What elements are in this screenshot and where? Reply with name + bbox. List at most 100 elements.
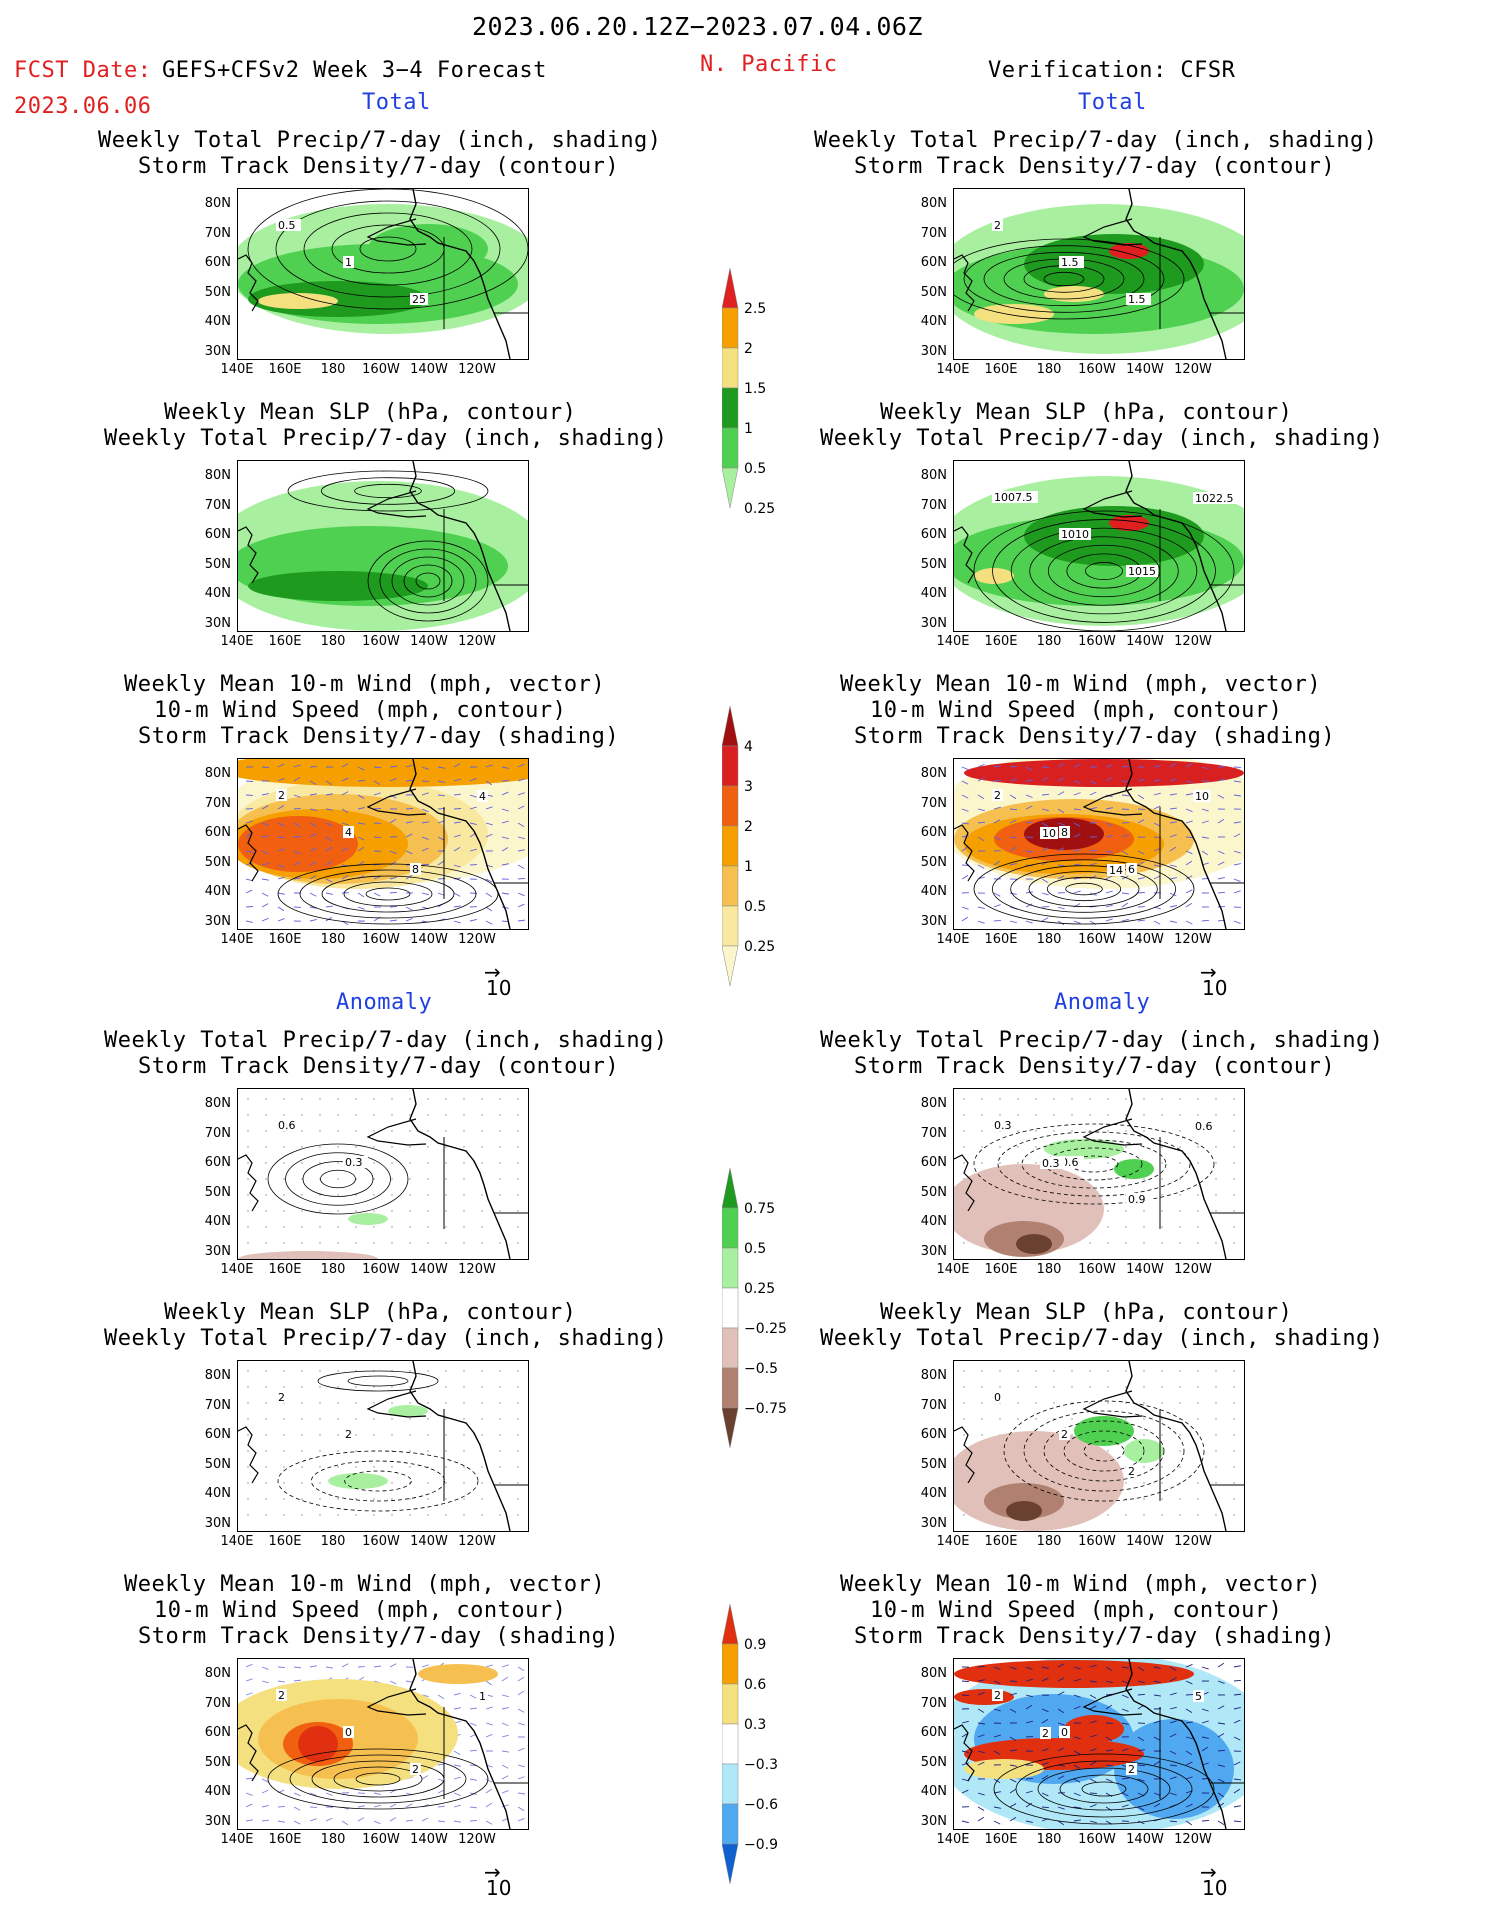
wind-vector bbox=[1107, 1226, 1109, 1228]
wind-vector bbox=[961, 875, 969, 880]
wind-vector bbox=[1073, 808, 1081, 811]
wind-vector bbox=[309, 780, 317, 785]
wind-vector bbox=[517, 1514, 519, 1516]
contour-label-bg bbox=[343, 1156, 368, 1168]
contour-label-bg bbox=[276, 1391, 287, 1403]
wind-vector bbox=[1057, 1708, 1065, 1714]
wind-vector bbox=[319, 1482, 321, 1484]
contour-label: 2 bbox=[1128, 1465, 1135, 1478]
coastline-alaska bbox=[1082, 1390, 1143, 1418]
shading-region bbox=[1016, 1234, 1052, 1254]
wind-vector bbox=[993, 892, 1001, 897]
contour-line bbox=[963, 245, 1165, 313]
wind-vector bbox=[391, 1466, 393, 1468]
lat-tick-label: 50N bbox=[920, 1184, 947, 1200]
lat-tick-label: 70N bbox=[204, 1695, 231, 1711]
wind-vector bbox=[1073, 848, 1081, 852]
lat-tick-label: 70N bbox=[920, 225, 947, 241]
wind-vector bbox=[1215, 1210, 1217, 1212]
colorbar-label: −0.75 bbox=[744, 1401, 787, 1417]
wind-vector bbox=[1105, 776, 1113, 782]
contour-label-bg bbox=[276, 1689, 287, 1701]
wind-vector bbox=[499, 1386, 501, 1388]
contour-label-bg bbox=[1126, 1763, 1137, 1775]
wind-vector bbox=[501, 906, 509, 909]
colorbar-label: 0.25 bbox=[744, 501, 775, 517]
wind-vector bbox=[1169, 1820, 1178, 1823]
contour-label: 14 bbox=[1109, 864, 1123, 877]
wind-vector bbox=[1185, 875, 1193, 880]
wind-vector bbox=[993, 1791, 1001, 1794]
wind-vector bbox=[993, 1708, 1001, 1712]
lat-tick-label: 80N bbox=[920, 196, 947, 211]
wind-vector bbox=[981, 1114, 983, 1116]
wind-vector bbox=[1121, 918, 1129, 922]
contour-label: 8 bbox=[412, 863, 419, 876]
wind-vector bbox=[1215, 1178, 1217, 1180]
wind-vector bbox=[1185, 820, 1193, 824]
wind-vector bbox=[1169, 1677, 1177, 1682]
wind-vector bbox=[445, 1210, 447, 1212]
wind-vector bbox=[1233, 794, 1241, 797]
lon-tick-label: 140E bbox=[220, 1534, 254, 1549]
shading-region bbox=[974, 568, 1014, 584]
contour-label-bg bbox=[992, 1689, 1003, 1701]
shading-region bbox=[1006, 1501, 1042, 1521]
wind-vector bbox=[469, 1778, 477, 1781]
coastline-asia bbox=[238, 824, 259, 882]
wind-vector bbox=[1073, 1705, 1081, 1710]
wind-vector bbox=[247, 1418, 249, 1420]
wind-vector bbox=[463, 1242, 465, 1244]
wind-vector bbox=[373, 892, 381, 897]
contour-line bbox=[1015, 1760, 1193, 1818]
wind-vector bbox=[445, 1370, 447, 1372]
contour-label: 8 bbox=[1061, 826, 1068, 839]
wind-vector bbox=[293, 1806, 301, 1811]
wind-vector bbox=[373, 766, 382, 769]
lat-tick-label: 60N bbox=[920, 825, 947, 840]
contour-label-bg bbox=[276, 1119, 301, 1131]
wind-vector bbox=[1153, 1694, 1161, 1697]
wind-vector bbox=[517, 1146, 519, 1148]
wind-vector bbox=[1153, 1760, 1161, 1766]
wind-vector bbox=[463, 1418, 465, 1420]
wind-vector bbox=[1017, 1130, 1019, 1132]
wind-vector bbox=[469, 1694, 477, 1699]
wind-vector bbox=[1073, 1792, 1081, 1797]
wind-vector bbox=[293, 1820, 301, 1825]
wind-vector bbox=[355, 1146, 357, 1148]
wind-vector bbox=[319, 1162, 321, 1164]
p3-title-1: Weekly Mean SLP (hPa, contour) bbox=[164, 400, 577, 425]
p11-title-2: 10-m Wind Speed (mph, contour) bbox=[154, 1598, 567, 1623]
wind-vector bbox=[277, 763, 285, 768]
wind-vector bbox=[1041, 878, 1049, 883]
wind-vector bbox=[1073, 1666, 1081, 1670]
wind-vector bbox=[961, 808, 969, 812]
contour-line bbox=[379, 548, 477, 614]
lon-tick-label: 160W bbox=[1078, 932, 1116, 947]
wind-vector bbox=[1089, 1370, 1091, 1372]
wind-vector bbox=[517, 1722, 525, 1726]
wind-vector bbox=[391, 1402, 393, 1404]
wind-vector bbox=[247, 1370, 249, 1372]
wind-vector bbox=[427, 1242, 429, 1244]
wind-vector bbox=[469, 1707, 477, 1710]
wind-vector bbox=[1125, 1226, 1127, 1228]
wind-vector bbox=[301, 1130, 303, 1132]
wind-vector bbox=[1179, 1450, 1181, 1452]
wind-vector bbox=[463, 1482, 465, 1484]
shading-region bbox=[418, 1664, 498, 1684]
colorbar-label: 0.25 bbox=[744, 939, 775, 955]
contour-line bbox=[973, 853, 1195, 925]
wind-vector bbox=[373, 1178, 375, 1180]
contour-label: 4 bbox=[345, 826, 352, 839]
wind-vector bbox=[961, 835, 969, 838]
map-p1: 0.5 1 25 bbox=[237, 188, 529, 360]
lon-tick-label: 180 bbox=[320, 1534, 346, 1549]
wind-vector bbox=[1179, 1514, 1181, 1516]
lat-tick-label: 50N bbox=[920, 284, 947, 300]
wind-vector bbox=[499, 1450, 501, 1452]
wind-vector bbox=[1197, 1194, 1199, 1196]
lat-tick-label: 30N bbox=[204, 1515, 231, 1531]
wind-vector bbox=[453, 864, 461, 868]
